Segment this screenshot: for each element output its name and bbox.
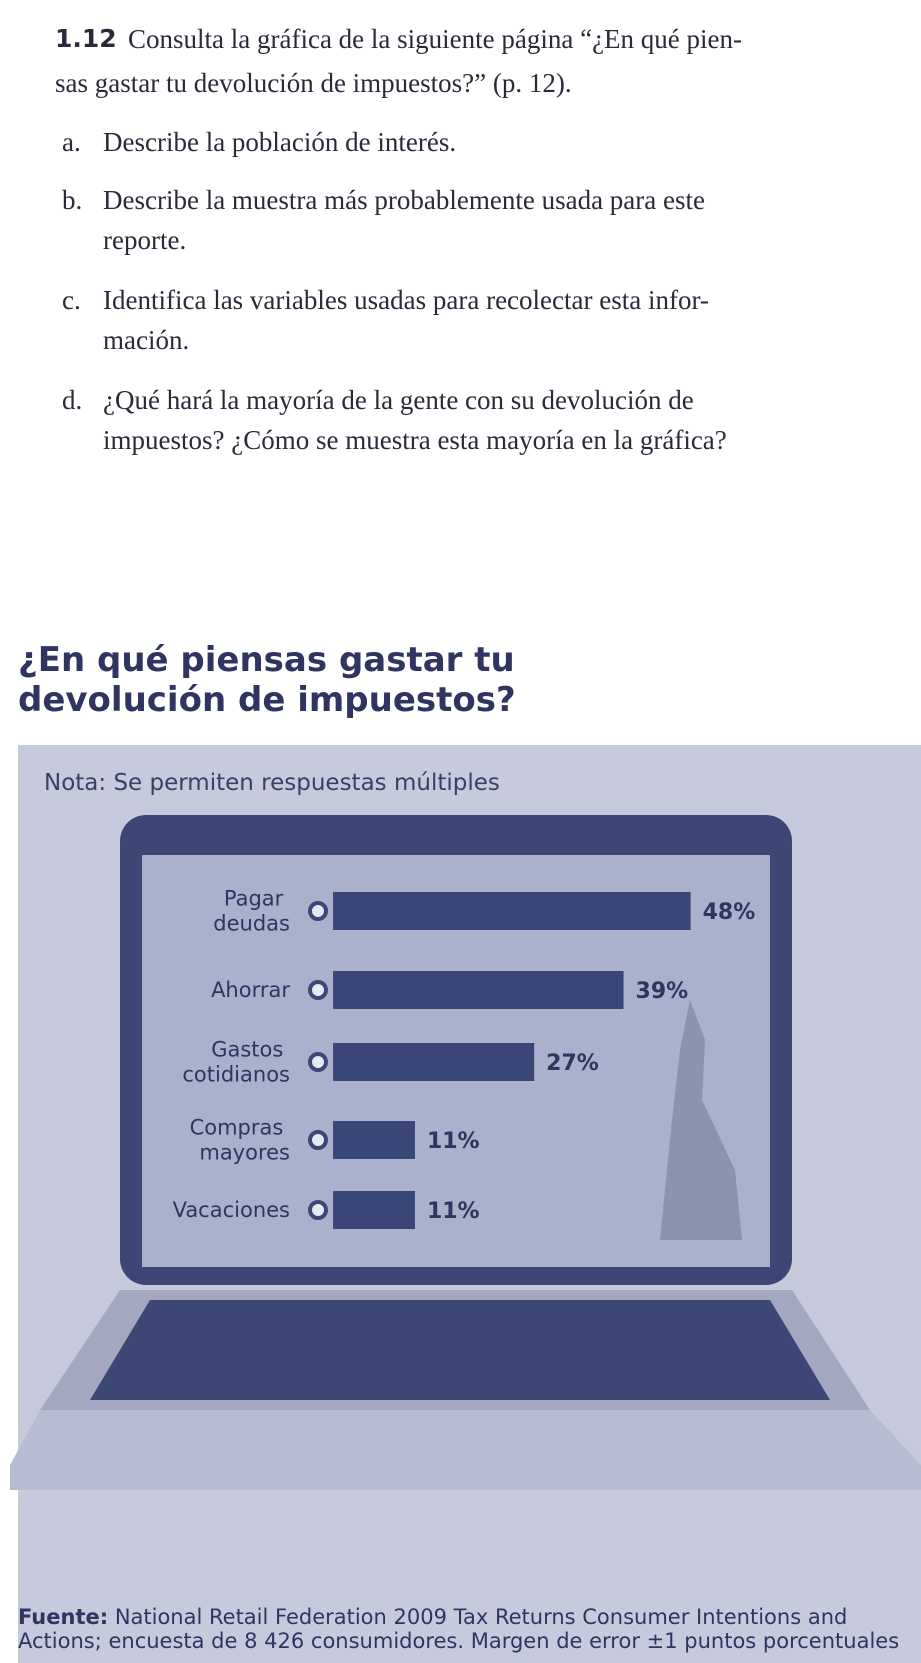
value-label: 11% xyxy=(427,1129,480,1154)
value-label: 48% xyxy=(703,900,756,925)
bullet xyxy=(308,980,328,1000)
category-label-line: Compras xyxy=(190,1116,290,1140)
exercise-line: Consulta la gráfica de la siguiente pági… xyxy=(128,24,743,54)
category-label-line: cotidianos xyxy=(182,1063,290,1087)
source-label: Fuente: xyxy=(18,1605,109,1629)
category-label-line: mayores xyxy=(199,1141,290,1165)
category-label-line: Gastos xyxy=(211,1038,290,1062)
item-letter: a. xyxy=(62,127,81,157)
item-line: Describe la muestra más probablemente us… xyxy=(103,185,705,215)
chart-title: ¿En qué piensas gastar tu devolución de … xyxy=(18,640,516,720)
category-label-line: deudas xyxy=(213,912,290,936)
item-letter: c. xyxy=(62,285,81,315)
bar xyxy=(333,1121,415,1159)
category-label: Compras mayores xyxy=(190,1116,290,1165)
chart-subtitle: Nota: Se permiten respuestas múltiples xyxy=(44,770,500,796)
laptop-edge xyxy=(10,1410,921,1490)
category-label: Ahorrar xyxy=(211,978,290,1002)
item-line: Describe la población de interés. xyxy=(103,127,457,157)
exercise-number: 1.12 xyxy=(55,24,117,53)
value-label: 11% xyxy=(427,1199,480,1224)
item-letter: d. xyxy=(62,385,83,415)
item-line: mación. xyxy=(103,325,190,355)
item-line: Identifica las variables usadas para rec… xyxy=(103,285,709,315)
category-label: Vacaciones xyxy=(173,1198,290,1222)
bullet xyxy=(308,1052,328,1072)
value-label: 27% xyxy=(546,1051,599,1076)
item-line: reporte. xyxy=(103,225,187,255)
bar xyxy=(333,1191,415,1229)
item-line: ¿Qué hará la mayoría de la gente con su … xyxy=(103,385,694,415)
bullet xyxy=(308,901,328,921)
item-line: impuestos? ¿Cómo se muestra esta mayoría… xyxy=(103,425,727,455)
category-label: Pagar deudas xyxy=(213,887,290,936)
bullet xyxy=(308,1130,328,1150)
category-label: Gastos cotidianos xyxy=(182,1038,290,1087)
source-text: National Retail Federation 2009 Tax Retu… xyxy=(18,1605,900,1653)
bar xyxy=(333,1043,535,1081)
statue xyxy=(660,1000,742,1240)
bar xyxy=(333,892,691,930)
value-label: 39% xyxy=(636,979,689,1004)
category-label-line: Pagar xyxy=(224,887,290,911)
item-letter: b. xyxy=(62,185,83,215)
bar xyxy=(333,971,624,1009)
bullet xyxy=(308,1200,328,1220)
keyboard xyxy=(90,1300,830,1400)
exercise-line: sas gastar tu devolución de impuestos?” … xyxy=(55,68,572,98)
source: Fuente: National Retail Federation 2009 … xyxy=(18,1605,918,1653)
